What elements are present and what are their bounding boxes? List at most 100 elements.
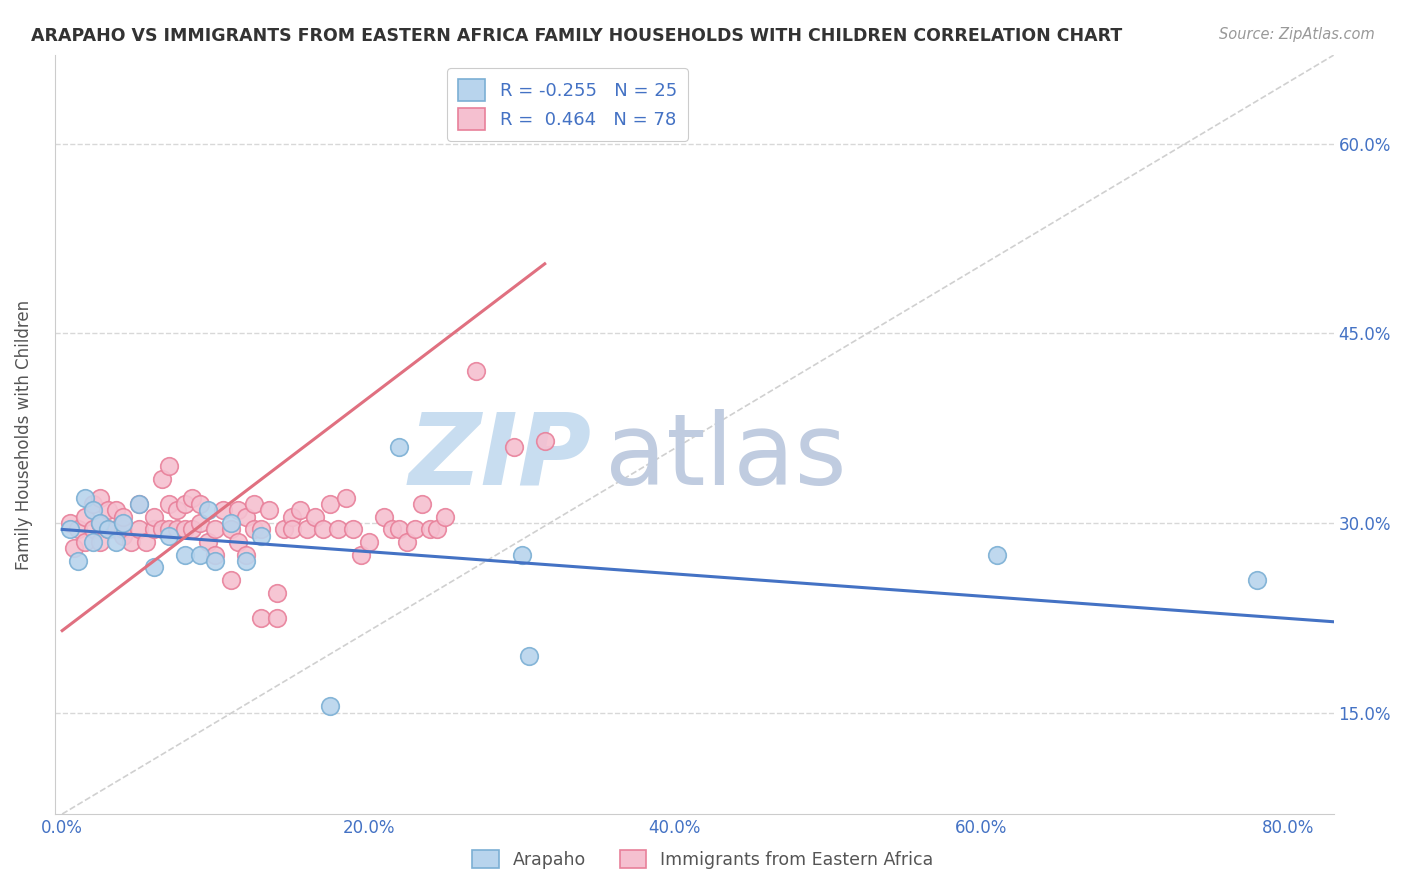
Point — [89, 516, 111, 530]
Point — [510, 548, 533, 562]
Point — [373, 509, 395, 524]
Point — [411, 497, 433, 511]
Point — [281, 523, 304, 537]
Point — [104, 523, 127, 537]
Point — [204, 554, 226, 568]
Point — [104, 503, 127, 517]
Point — [304, 509, 326, 524]
Y-axis label: Family Households with Children: Family Households with Children — [15, 300, 32, 570]
Point — [319, 699, 342, 714]
Point — [219, 516, 242, 530]
Point — [986, 548, 1008, 562]
Text: ARAPAHO VS IMMIGRANTS FROM EASTERN AFRICA FAMILY HOUSEHOLDS WITH CHILDREN CORREL: ARAPAHO VS IMMIGRANTS FROM EASTERN AFRIC… — [31, 27, 1122, 45]
Point — [250, 529, 273, 543]
Point — [519, 648, 541, 663]
Point — [419, 523, 441, 537]
Point — [242, 523, 264, 537]
Point — [250, 523, 273, 537]
Point — [112, 516, 135, 530]
Point — [357, 535, 380, 549]
Point — [204, 548, 226, 562]
Point — [157, 523, 180, 537]
Point — [135, 535, 157, 549]
Point — [173, 497, 195, 511]
Point — [388, 523, 411, 537]
Point — [143, 560, 166, 574]
Point — [157, 497, 180, 511]
Point — [335, 491, 357, 505]
Point — [112, 523, 135, 537]
Point — [228, 535, 250, 549]
Point — [59, 516, 82, 530]
Point — [128, 497, 150, 511]
Point — [235, 554, 257, 568]
Point — [181, 491, 204, 505]
Point — [75, 509, 97, 524]
Point — [128, 523, 150, 537]
Point — [235, 548, 257, 562]
Point — [82, 503, 104, 517]
Point — [82, 523, 104, 537]
Point — [197, 535, 219, 549]
Point — [97, 523, 120, 537]
Point — [404, 523, 426, 537]
Text: Source: ZipAtlas.com: Source: ZipAtlas.com — [1219, 27, 1375, 42]
Point — [250, 611, 273, 625]
Point — [120, 535, 142, 549]
Point — [311, 523, 333, 537]
Point — [188, 548, 211, 562]
Point — [266, 611, 288, 625]
Point — [350, 548, 373, 562]
Text: atlas: atlas — [605, 409, 846, 506]
Point — [181, 523, 204, 537]
Point — [342, 523, 364, 537]
Point — [97, 523, 120, 537]
Point — [533, 434, 555, 448]
Point — [89, 535, 111, 549]
Point — [97, 503, 120, 517]
Point — [104, 535, 127, 549]
Point — [157, 459, 180, 474]
Point — [112, 529, 135, 543]
Point — [59, 523, 82, 537]
Point — [212, 503, 235, 517]
Point — [319, 497, 342, 511]
Point — [128, 497, 150, 511]
Point — [266, 585, 288, 599]
Point — [75, 535, 97, 549]
Point — [434, 509, 457, 524]
Point — [1246, 573, 1268, 587]
Legend: Arapaho, Immigrants from Eastern Africa: Arapaho, Immigrants from Eastern Africa — [465, 844, 941, 876]
Text: ZIP: ZIP — [409, 409, 592, 506]
Point — [326, 523, 349, 537]
Point — [66, 554, 89, 568]
Point — [219, 523, 242, 537]
Point — [150, 523, 173, 537]
Point — [63, 541, 86, 556]
Point — [388, 440, 411, 454]
Point — [143, 523, 166, 537]
Point — [503, 440, 526, 454]
Point — [257, 503, 280, 517]
Legend: R = -0.255   N = 25, R =  0.464   N = 78: R = -0.255 N = 25, R = 0.464 N = 78 — [447, 68, 688, 141]
Point — [89, 516, 111, 530]
Point — [166, 523, 188, 537]
Point — [173, 548, 195, 562]
Point — [297, 523, 319, 537]
Point — [166, 503, 188, 517]
Point — [242, 497, 264, 511]
Point — [157, 529, 180, 543]
Point — [235, 509, 257, 524]
Point — [219, 573, 242, 587]
Point — [288, 503, 311, 517]
Point — [143, 509, 166, 524]
Point — [380, 523, 402, 537]
Point — [112, 509, 135, 524]
Point — [426, 523, 449, 537]
Point — [204, 523, 226, 537]
Point — [197, 503, 219, 517]
Point — [188, 497, 211, 511]
Point — [66, 523, 89, 537]
Point — [281, 509, 304, 524]
Point — [188, 516, 211, 530]
